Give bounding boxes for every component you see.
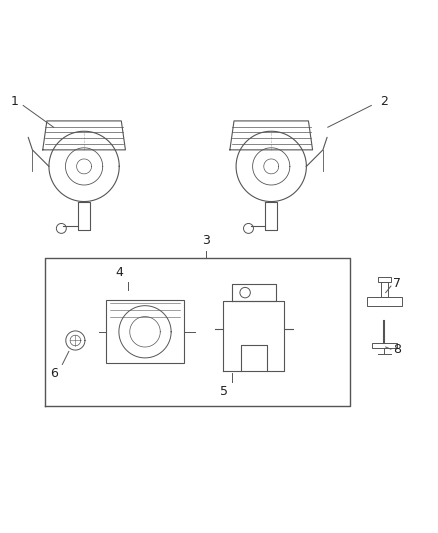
Bar bbox=[381, 282, 388, 297]
Bar bbox=[378, 277, 391, 282]
Text: 3: 3 bbox=[202, 234, 210, 247]
Bar bbox=[106, 301, 184, 363]
Text: 7: 7 bbox=[393, 277, 401, 290]
Text: 2: 2 bbox=[380, 95, 388, 108]
Text: 8: 8 bbox=[393, 343, 401, 356]
Text: 6: 6 bbox=[50, 367, 58, 381]
Text: 1: 1 bbox=[11, 95, 19, 108]
Bar bbox=[367, 297, 402, 305]
Bar bbox=[372, 343, 396, 349]
Text: 4: 4 bbox=[115, 265, 123, 279]
Text: 5: 5 bbox=[220, 385, 228, 398]
